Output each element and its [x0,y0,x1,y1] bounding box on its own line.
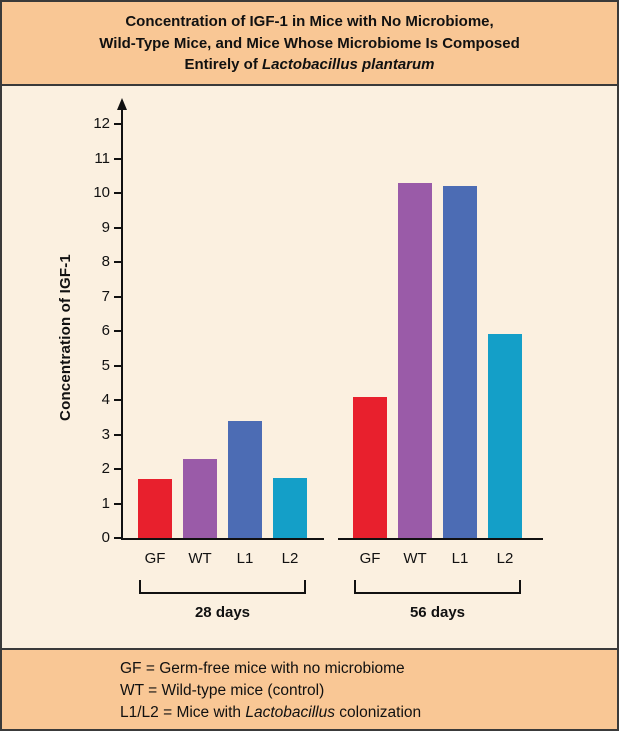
y-tick-label: 1 [101,494,110,512]
bar-GF [138,479,172,538]
category-label-L2: L2 [496,550,514,567]
y-tick-label: 4 [101,391,110,408]
bar-L2 [273,478,307,538]
legend-line-1: GF = Germ-free mice with no microbiome [120,660,405,677]
y-tick-mark [114,364,121,367]
legend-line-3: L1/L2 = Mice with Lactobacillus coloniza… [120,702,617,724]
y-tick-mark [114,157,121,160]
y-tick-mark [114,537,121,539]
legend-line-2: WT = Wild-type mice (control) [120,682,325,699]
title-line-2: Wild-Type Mice, and Mice Whose Microbiom… [99,34,520,52]
category-label-GF: GF [359,550,381,567]
y-tick-mark [114,468,121,470]
y-axis-arrow-icon [117,98,127,110]
bars [353,183,522,538]
category-labels: GF WT L1 L2 [138,550,307,567]
y-tick-mark [114,192,121,194]
bars [138,421,307,538]
title-line-3-prefix: Entirely of [184,56,262,73]
y-tick-label: 6 [101,322,110,339]
bar-GF [353,397,387,538]
legend-line-3-prefix: L1/L2 = Mice with [120,704,246,721]
title-line-3: Entirely of Lactobacillus plantarum [2,54,617,76]
y-tick-mark [114,399,121,401]
bar-L1 [443,186,477,538]
y-tick-label: 12 [93,115,110,132]
bar-WT [398,183,432,538]
title-line-1: Concentration of IGF-1 in Mice with No M… [125,13,494,30]
y-tick-mark [114,295,121,298]
category-label-L2: L2 [281,550,299,567]
chart-title: Concentration of IGF-1 in Mice with No M… [2,2,617,86]
y-tick-label: 2 [101,460,110,477]
bar-L1 [228,421,262,538]
category-label-WT: WT [188,550,212,567]
y-tick-mark [114,226,121,229]
category-label-WT: WT [403,550,427,567]
bar-group: GF WT L1 L2 28 days [138,86,307,648]
bar-group: GF WT L1 L2 56 days [353,86,522,648]
category-label-L1: L1 [236,550,254,567]
y-axis-line [121,110,123,540]
y-tick-label: 3 [101,425,110,443]
category-label-L1: L1 [451,550,469,567]
x-axis-segment-1 [121,538,324,540]
y-axis-title-text: Concentration of IGF-1 [56,253,74,421]
y-tick-mark [114,502,121,505]
plot-area: Concentration of IGF-1 0 1 2 3 4 5 6 7 8 9 10 11 12 … [2,86,617,648]
y-tick-mark [114,261,121,263]
y-tick-mark [114,330,121,332]
group-bracket [354,580,521,594]
legend-key: GF = Germ-free mice with no microbiome W… [2,648,617,729]
bar-WT [183,459,217,538]
legend-line-3-genus: Lactobacillus [245,704,335,721]
title-line-3-species: Lactobacillus plantarum [261,56,435,73]
y-tick-label: 0 [101,529,110,546]
y-tick-label: 9 [101,218,110,236]
group-bracket [139,580,306,594]
y-tick-mark [114,123,121,125]
bar-L2 [488,334,522,538]
y-tick-label: 5 [101,356,110,374]
group-label: 28 days [194,604,251,621]
category-labels: GF WT L1 L2 [353,550,522,567]
group-label: 56 days [409,604,466,621]
y-tick-label: 8 [101,253,110,270]
y-tick-label: 11 [94,149,110,167]
y-tick-label: 10 [93,184,110,201]
y-tick-label: 7 [101,287,110,305]
y-tick-mark [114,433,121,436]
x-axis-segment-2 [338,538,543,540]
legend-line-3-suffix: colonization [334,704,422,721]
category-label-GF: GF [144,550,166,567]
